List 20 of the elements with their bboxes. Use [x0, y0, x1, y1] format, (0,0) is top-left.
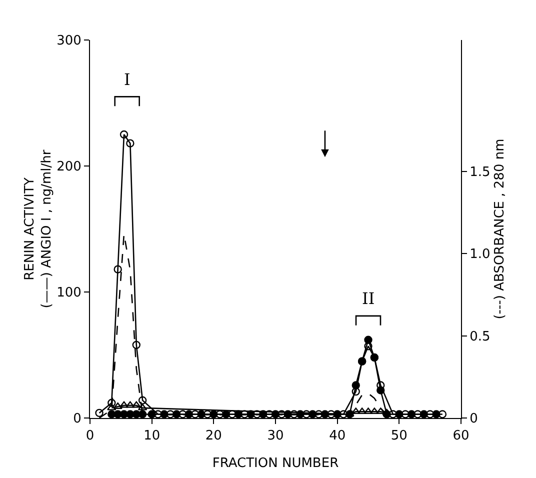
y2-axis-title: (---) ABSORBANCE , 280 nm — [492, 138, 508, 320]
y-tick-label: 0 — [73, 412, 82, 427]
y-tick-label: 300 — [56, 34, 82, 49]
y-tick-label: 100 — [56, 286, 82, 301]
y2-tick-label: 1.5 — [470, 165, 490, 180]
y2-tick-label: 0 — [470, 412, 478, 427]
annotation: II — [362, 289, 375, 308]
x-tick-label: 60 — [452, 428, 470, 444]
x-tick-label: 10 — [144, 428, 160, 444]
x-tick-label: 50 — [390, 428, 408, 444]
y-axis-title: RENIN ACTIVITY (——) ANGIO I , ng/ml/hr — [22, 149, 55, 308]
y2-tick-label: 1.0 — [470, 247, 490, 262]
x-tick-label: 20 — [205, 428, 222, 444]
x-tick-label: 40 — [329, 428, 346, 444]
annotation: I — [124, 70, 130, 89]
x-tick-label: 30 — [267, 428, 284, 444]
y-tick-label: 200 — [56, 160, 82, 175]
x-axis-title: FRACTION NUMBER — [212, 456, 339, 471]
x-tick-label: 0 — [86, 428, 94, 444]
y2-tick-label: 0.5 — [470, 329, 490, 344]
